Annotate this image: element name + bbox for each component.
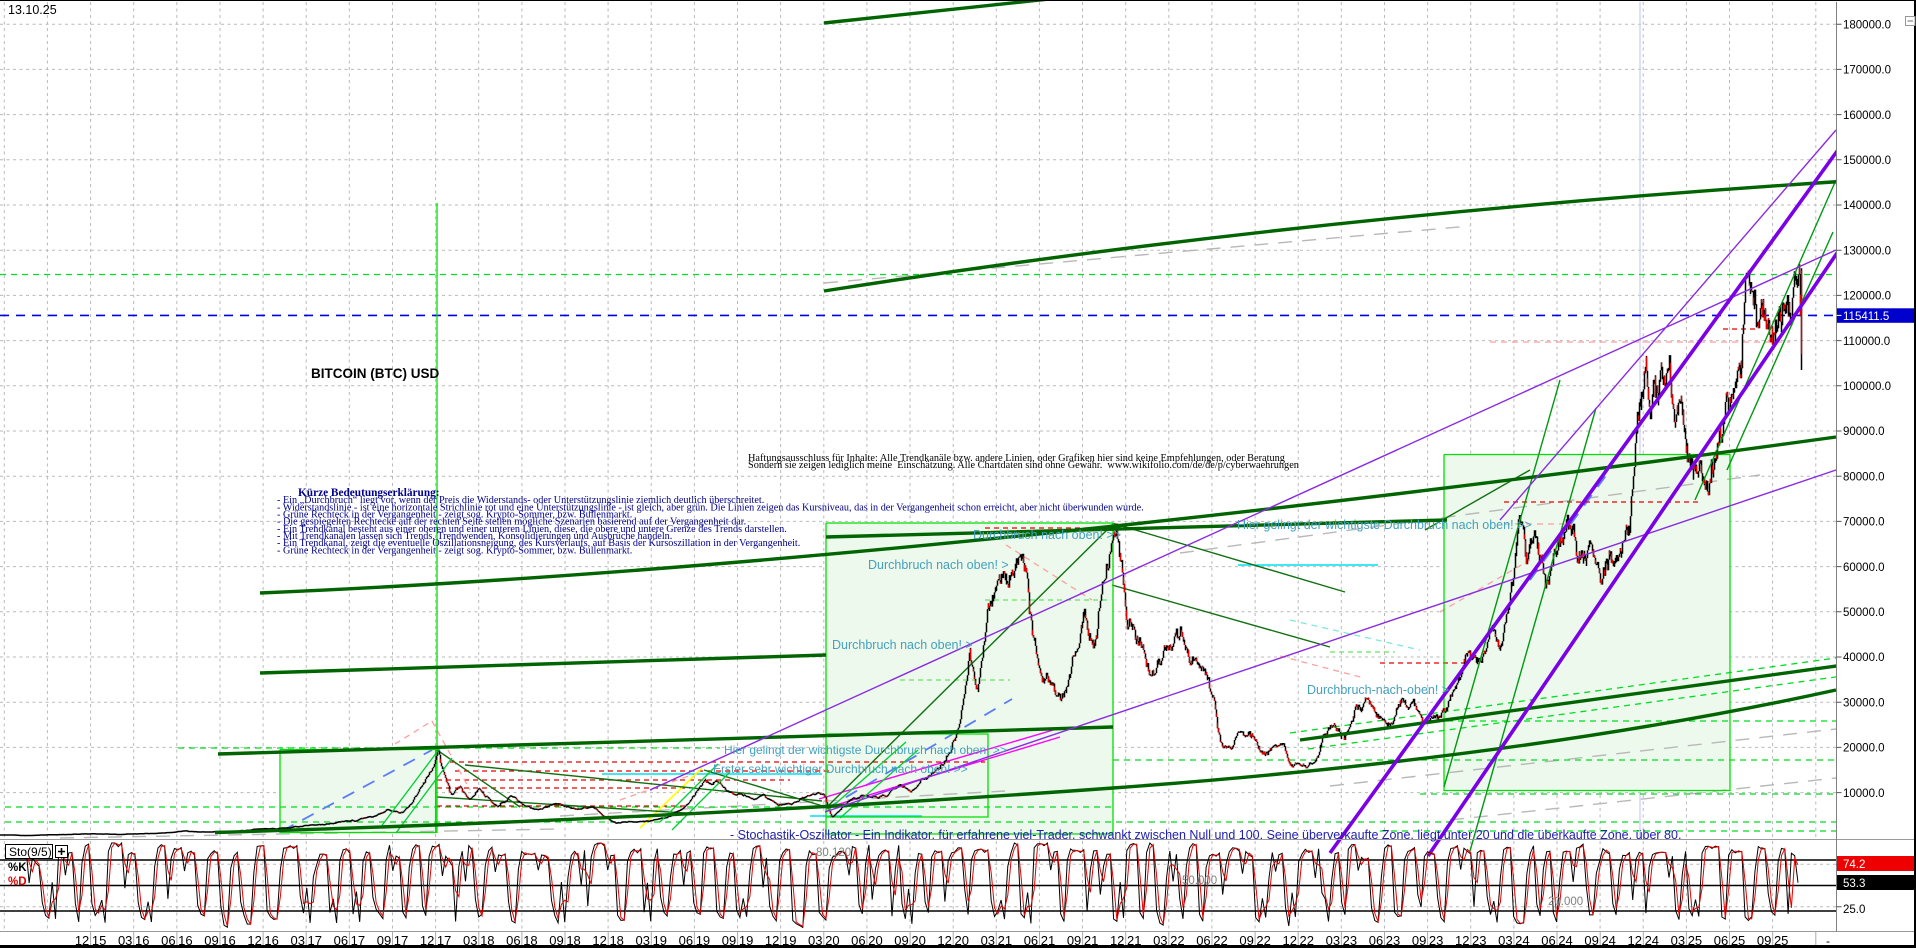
svg-text:180000.0: 180000.0: [1843, 19, 1891, 31]
svg-text:70000.0: 70000.0: [1843, 517, 1885, 529]
svg-text:- Widerstandslinie - ist eine: - Widerstandslinie - ist eine horizontal…: [277, 502, 1144, 513]
svg-text:60000.0: 60000.0: [1843, 562, 1885, 574]
svg-text:170000.0: 170000.0: [1843, 65, 1891, 77]
svg-text:40000.0: 40000.0: [1843, 652, 1885, 664]
svg-text:150000.0: 150000.0: [1843, 155, 1891, 167]
svg-text:120000.0: 120000.0: [1843, 291, 1891, 303]
svg-text:30000.0: 30000.0: [1843, 697, 1885, 709]
svg-text:130000.0: 130000.0: [1843, 245, 1891, 257]
svg-text:BITCOIN (BTC) USD: BITCOIN (BTC) USD: [311, 366, 439, 381]
svg-text:110000.0: 110000.0: [1843, 336, 1890, 348]
svg-text:Durchbruch nach oben! >>: Durchbruch nach oben! >>: [973, 528, 1121, 542]
svg-text:140000.0: 140000.0: [1843, 200, 1891, 212]
svg-text:%K: %K: [8, 862, 27, 874]
svg-text:115411.5: 115411.5: [1843, 311, 1889, 323]
svg-text:100000.0: 100000.0: [1843, 381, 1891, 393]
svg-text:- Ein Trendkanal besteht aus e: - Ein Trendkanal besteht aus einer obere…: [277, 524, 787, 535]
svg-text:- Grüne Rechteck in der Vergan: - Grüne Rechteck in der Vergangenheit - …: [277, 545, 632, 556]
svg-text:Hier gelingt der wichtigste Du: Hier gelingt der wichtigste Durchbruch n…: [1237, 518, 1532, 532]
svg-text:Durchbruch nach oben! >: Durchbruch nach oben! >: [832, 638, 973, 652]
svg-text:Hier gelingt der wichtigste Du: Hier gelingt der wichtigste Durchbruch n…: [724, 743, 1007, 757]
svg-text:Kürze Bedeutungserklärung:: Kürze Bedeutungserklärung:: [298, 487, 440, 499]
svg-text:- Grüne Rechteck in der Vergan: - Grüne Rechteck in der Vergangenheit - …: [277, 510, 632, 521]
svg-text:13.10.25: 13.10.25: [8, 3, 57, 17]
svg-text:53.3: 53.3: [1843, 878, 1865, 890]
svg-text:- Die gespiegelten Rechtecke a: - Die gespiegelten Rechtecke auf der rec…: [277, 517, 746, 528]
svg-text:50.000: 50.000: [1182, 875, 1217, 887]
svg-text:160000.0: 160000.0: [1843, 110, 1891, 122]
svg-text:Durchbruch-nach-oben! >: Durchbruch-nach-oben! >: [1307, 683, 1449, 697]
svg-text:20.000: 20.000: [1548, 896, 1583, 908]
svg-text:%D: %D: [8, 876, 27, 888]
svg-text:-: -: [1826, 934, 1830, 948]
svg-text:Durchbruch nach oben! >: Durchbruch nach oben! >: [868, 558, 1009, 572]
svg-text:10000.0: 10000.0: [1843, 788, 1885, 800]
svg-text:80.120: 80.120: [816, 847, 851, 859]
svg-text:50000.0: 50000.0: [1843, 607, 1885, 619]
svg-text:- Ein Trendkanal, zeigt die ev: - Ein Trendkanal, zeigt die eventuelle O…: [277, 538, 800, 549]
svg-text:Sondern sie zeigen lediglich m: Sondern sie zeigen lediglich meine Einsc…: [748, 460, 1299, 471]
svg-text:80000.0: 80000.0: [1843, 471, 1885, 483]
svg-text:20000.0: 20000.0: [1843, 743, 1885, 755]
svg-text:90000.0: 90000.0: [1843, 426, 1885, 438]
svg-text:- Mit Trendkanälen lassen sich: - Mit Trendkanälen lassen sich Trends, T…: [277, 531, 672, 542]
svg-text:- Ein „Durchbruch“ liegt vor,: - Ein „Durchbruch“ liegt vor, wenn der P…: [277, 495, 764, 506]
svg-text:Sto(9/5): Sto(9/5): [9, 845, 52, 859]
svg-text:Haftungsausschluss für Inhalte: Haftungsausschluss für Inhalte: Alle Tre…: [748, 453, 1285, 464]
svg-text:- Stochastik-Oszillator - Ein: - Stochastik-Oszillator - Ein Indikator.…: [730, 828, 1681, 842]
svg-text:74.2: 74.2: [1843, 859, 1865, 871]
svg-text:25.0: 25.0: [1843, 904, 1865, 916]
svg-text:Erster sehr wichtiger Durchbru: Erster sehr wichtiger Durchbruch nach ob…: [713, 762, 968, 776]
